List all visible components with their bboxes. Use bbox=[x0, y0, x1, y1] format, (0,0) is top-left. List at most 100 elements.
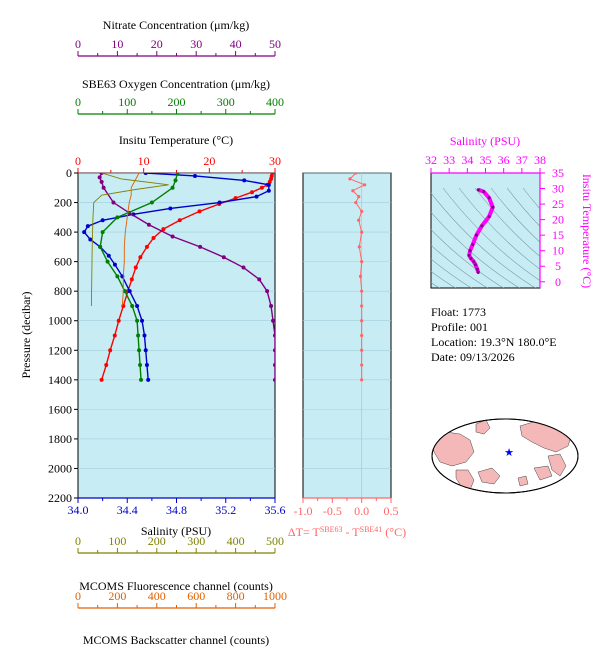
ts-point bbox=[468, 249, 472, 253]
temperature-point bbox=[121, 303, 126, 308]
oxygen-point bbox=[173, 178, 178, 183]
oxygen-point bbox=[139, 377, 144, 382]
ts-point bbox=[474, 263, 478, 267]
delta-t-point bbox=[363, 183, 367, 187]
oxygen-point bbox=[122, 289, 127, 294]
temperature-point bbox=[99, 377, 104, 382]
delta-t-point bbox=[360, 289, 364, 293]
axis-tick-label: 200 bbox=[108, 589, 126, 603]
fluorescence-profile-line bbox=[90, 173, 169, 306]
axis-tick-label: 0 bbox=[75, 95, 81, 109]
delta-t-point bbox=[360, 304, 364, 308]
oxygen-point bbox=[137, 348, 142, 353]
pressure-tick-label: 400 bbox=[54, 225, 72, 239]
temperature-point bbox=[259, 185, 264, 190]
delta-t-point bbox=[360, 230, 364, 234]
delta-t-tick-label: 0.5 bbox=[384, 504, 399, 518]
temperature-point bbox=[151, 236, 156, 240]
oxygen-profile-line bbox=[99, 173, 179, 380]
delta-t-point bbox=[358, 274, 363, 279]
axis-tick-label: 34.4 bbox=[117, 503, 138, 517]
salinity-point bbox=[85, 224, 90, 229]
ts-diagram-background bbox=[430, 172, 541, 289]
axis-tick-label: 1000 bbox=[263, 589, 287, 603]
temperature-point bbox=[197, 209, 202, 214]
pressure-tick-label: 1200 bbox=[48, 343, 72, 357]
pressure-tick-label: 800 bbox=[54, 284, 72, 298]
ts-point bbox=[491, 205, 495, 209]
ts-point bbox=[469, 256, 473, 260]
salinity-point bbox=[135, 303, 140, 308]
temperature-point bbox=[133, 265, 138, 270]
ts-temperature-tick-label: 35 bbox=[552, 166, 564, 180]
temperature-point bbox=[112, 333, 117, 338]
axis-tick-label: 10 bbox=[138, 154, 150, 168]
axis-tick-label: 300 bbox=[217, 95, 235, 109]
backscatter-profile-line bbox=[121, 173, 140, 306]
temperature-point bbox=[161, 227, 166, 232]
axis-tick-label: 400 bbox=[148, 589, 166, 603]
delta-t-point bbox=[360, 260, 364, 264]
axis-tick-label: 400 bbox=[266, 95, 284, 109]
ts-diagram: Salinity (PSU) 32 33 34 35 36 37 3805101520253… bbox=[425, 134, 594, 289]
ts-salinity-tick-label: 34 bbox=[461, 153, 473, 167]
axis-tick-label: 400 bbox=[227, 534, 245, 548]
axis-tick-label: 20 bbox=[151, 37, 163, 51]
axis-tick-label: 34.0 bbox=[68, 503, 89, 517]
nitrate-point bbox=[241, 265, 246, 270]
fluorescence-axis: 0 100 200 300 400 500 MCOMS Fluorescence chan… bbox=[75, 534, 284, 593]
nitrate-point bbox=[271, 318, 275, 323]
axis-tick-label: 200 bbox=[168, 95, 186, 109]
salinity-point bbox=[217, 200, 222, 205]
nitrate-point bbox=[97, 175, 102, 180]
salinity-point bbox=[100, 218, 105, 223]
ts-temperature-tick-label: 30 bbox=[552, 182, 564, 196]
axis-tick-label: 34.8 bbox=[166, 503, 187, 517]
salinity-point bbox=[127, 289, 132, 294]
axis-tick-label: 0 bbox=[75, 534, 81, 548]
temperature-point bbox=[177, 218, 182, 223]
ts-point bbox=[472, 260, 476, 264]
nitrate-point bbox=[111, 200, 116, 205]
pressure-tick-label: 1600 bbox=[48, 402, 72, 416]
ts-salinity-tick-label: 38 bbox=[534, 153, 546, 167]
axis-tick-label: 40 bbox=[230, 37, 242, 51]
ts-salinity-tick-label: 33 bbox=[443, 153, 455, 167]
density-contour bbox=[431, 211, 521, 288]
ts-salinity-tick-label: 32 bbox=[425, 153, 437, 167]
pressure-axis: 0 200 400 600 800 1000 1200 1400 1600 1800 2000 220… bbox=[48, 166, 78, 505]
salinity-point bbox=[82, 230, 87, 235]
fluorescence-axis-label: MCOMS Fluorescence channel (counts) bbox=[79, 579, 273, 593]
temperature-point bbox=[138, 255, 143, 260]
delta-t-point bbox=[360, 333, 364, 338]
ts-temperature-tick-label: 0 bbox=[555, 275, 561, 289]
delta-t-point bbox=[360, 319, 364, 323]
pressure-tick-label: 1800 bbox=[48, 432, 72, 446]
ts-temperature-tick-label: 20 bbox=[552, 213, 564, 227]
axis-tick-label: 600 bbox=[187, 589, 205, 603]
ts-temperature-axis-label: Insitu Temperature (°C) bbox=[580, 174, 594, 288]
nitrate-point bbox=[273, 333, 275, 338]
delta-t-tick-label: 0.0 bbox=[354, 504, 369, 518]
temperature-point bbox=[104, 363, 109, 368]
ts-point bbox=[487, 215, 491, 219]
temperature-point bbox=[250, 190, 255, 195]
oxygen-point bbox=[115, 274, 120, 279]
oxygen-point bbox=[135, 318, 140, 323]
nitrate-point bbox=[273, 348, 275, 353]
profile-number: Profile: 001 bbox=[431, 320, 488, 334]
salinity-point bbox=[140, 318, 145, 323]
axis-tick-label: 30 bbox=[269, 154, 281, 168]
ts-point bbox=[480, 224, 484, 228]
axis-tick-label: 10 bbox=[111, 37, 123, 51]
axis-tick-label: 500 bbox=[266, 534, 284, 548]
salinity-point bbox=[144, 363, 149, 368]
ts-salinity-tick-label: 36 bbox=[498, 153, 510, 167]
nitrate-point bbox=[146, 222, 151, 227]
oxygen-axis: SBE63 Oxygen Concentration (μm/kg) 0 100 2… bbox=[75, 77, 284, 115]
axis-tick-label: 100 bbox=[118, 95, 136, 109]
ts-point bbox=[482, 190, 486, 194]
axis-tick-label: 30 bbox=[190, 37, 202, 51]
salinity-point bbox=[168, 206, 173, 211]
